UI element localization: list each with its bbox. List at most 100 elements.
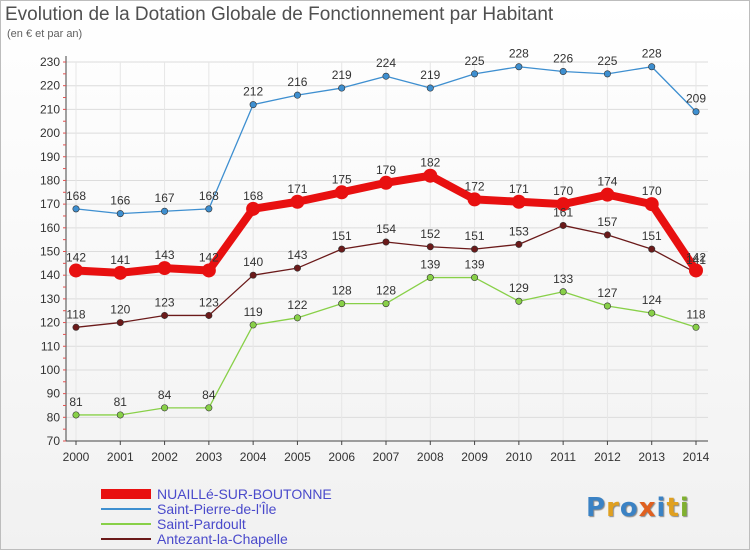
x-tick-label: 2004 — [240, 450, 267, 464]
data-label: 157 — [597, 215, 617, 229]
data-point — [423, 168, 438, 183]
x-tick-label: 2001 — [107, 450, 134, 464]
data-point — [603, 231, 611, 239]
x-tick-label: 2014 — [683, 450, 710, 464]
data-point — [379, 175, 393, 190]
data-label: 171 — [509, 182, 529, 196]
data-label: 141 — [686, 253, 706, 267]
data-label: 224 — [376, 56, 396, 70]
data-point — [559, 221, 567, 229]
data-label: 167 — [155, 191, 175, 205]
data-point — [648, 63, 656, 71]
data-point — [338, 300, 346, 308]
data-point — [692, 323, 700, 331]
data-point — [201, 263, 216, 278]
data-label: 120 — [110, 303, 130, 317]
data-point — [603, 70, 611, 78]
data-point — [426, 243, 434, 251]
data-point — [161, 311, 169, 319]
data-label: 143 — [287, 248, 307, 262]
data-label: 139 — [465, 258, 485, 272]
data-point — [72, 323, 80, 331]
data-point — [161, 207, 169, 215]
data-label: 122 — [287, 298, 307, 312]
legend-swatch — [101, 489, 151, 499]
data-point — [249, 271, 257, 279]
data-label: 228 — [642, 47, 662, 61]
data-label: 142 — [199, 250, 219, 264]
data-point — [471, 274, 479, 282]
data-point — [116, 210, 124, 218]
data-label: 166 — [110, 194, 130, 208]
x-tick-label: 2011 — [550, 450, 576, 464]
data-point — [69, 263, 83, 278]
data-point — [116, 319, 124, 327]
data-label: 127 — [597, 286, 617, 300]
y-tick-label: 70 — [47, 434, 61, 448]
data-label: 129 — [509, 281, 529, 295]
legend-label: Saint-Pierre-de-l'Île — [157, 501, 277, 517]
data-point — [205, 205, 213, 213]
data-point — [293, 314, 301, 322]
data-point — [116, 411, 124, 419]
y-tick-label: 210 — [40, 102, 60, 116]
data-label: 133 — [553, 272, 573, 286]
data-label: 123 — [199, 295, 219, 309]
data-label: 151 — [465, 229, 485, 243]
y-tick-label: 200 — [40, 126, 60, 140]
legend-item: Antezant-la-Chapelle — [101, 532, 288, 546]
data-label: 119 — [244, 305, 263, 319]
data-point — [205, 311, 213, 319]
data-label: 225 — [597, 54, 617, 68]
data-point — [161, 404, 169, 412]
x-tick-label: 2000 — [63, 450, 90, 464]
data-point — [113, 265, 128, 280]
x-tick-label: 2008 — [417, 450, 444, 464]
data-point — [205, 404, 213, 412]
data-label: 219 — [420, 68, 440, 82]
legend-item: Saint-Pierre-de-l'Île — [101, 502, 276, 516]
data-label: 228 — [509, 47, 529, 61]
data-point — [72, 205, 80, 213]
data-point — [600, 187, 615, 202]
data-point — [293, 91, 301, 99]
data-label: 141 — [110, 253, 130, 267]
data-label: 168 — [243, 189, 263, 203]
data-label: 140 — [243, 255, 263, 269]
proxiti-logo: Proxiti — [586, 493, 690, 523]
data-point — [515, 297, 523, 305]
data-label: 151 — [642, 229, 662, 243]
data-label: 142 — [66, 250, 86, 264]
data-point — [689, 263, 703, 278]
data-label: 171 — [287, 182, 307, 196]
data-label: 81 — [114, 395, 128, 409]
legend-item: Saint-Pardoult — [101, 517, 246, 531]
data-label: 209 — [686, 92, 706, 106]
x-tick-label: 2005 — [284, 450, 311, 464]
data-point — [249, 321, 257, 329]
data-label: 151 — [332, 229, 352, 243]
x-tick-label: 2009 — [461, 450, 488, 464]
legend-swatch — [101, 538, 151, 540]
data-label: 154 — [376, 222, 396, 236]
data-point — [249, 101, 257, 109]
data-point — [648, 245, 656, 253]
data-label: 153 — [509, 224, 529, 238]
data-label: 152 — [420, 227, 440, 241]
data-label: 174 — [597, 175, 617, 189]
data-point — [382, 238, 390, 246]
data-label: 84 — [158, 388, 172, 402]
data-label: 128 — [332, 284, 352, 298]
data-point — [426, 84, 434, 92]
data-point — [338, 245, 346, 253]
x-tick-label: 2003 — [196, 450, 223, 464]
data-label: 84 — [202, 388, 216, 402]
data-label: 161 — [553, 205, 573, 219]
data-point — [471, 70, 479, 78]
legend-item: NUAILLé-SUR-BOUTONNE — [101, 487, 332, 501]
y-tick-label: 130 — [40, 292, 60, 306]
data-label: 168 — [199, 189, 219, 203]
y-tick-label: 100 — [40, 363, 60, 377]
